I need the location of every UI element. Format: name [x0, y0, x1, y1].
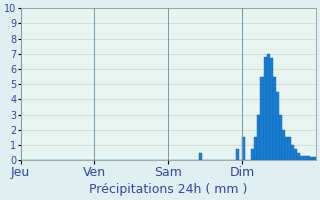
- Bar: [297, 153, 300, 160]
- Bar: [294, 149, 297, 160]
- Bar: [273, 77, 276, 160]
- Bar: [267, 54, 270, 160]
- Bar: [313, 157, 316, 160]
- Bar: [236, 149, 239, 160]
- Bar: [307, 156, 310, 160]
- Bar: [276, 92, 279, 160]
- Bar: [254, 137, 257, 160]
- Bar: [264, 57, 267, 160]
- Bar: [282, 130, 285, 160]
- Bar: [270, 58, 273, 160]
- Bar: [279, 115, 282, 160]
- Bar: [251, 149, 254, 160]
- Bar: [199, 153, 202, 160]
- Bar: [260, 77, 264, 160]
- Bar: [288, 137, 291, 160]
- Bar: [291, 145, 294, 160]
- Bar: [285, 137, 288, 160]
- X-axis label: Précipitations 24h ( mm ): Précipitations 24h ( mm ): [89, 183, 247, 196]
- Bar: [300, 156, 304, 160]
- Bar: [242, 137, 245, 160]
- Bar: [310, 157, 313, 160]
- Bar: [304, 156, 307, 160]
- Bar: [257, 115, 260, 160]
